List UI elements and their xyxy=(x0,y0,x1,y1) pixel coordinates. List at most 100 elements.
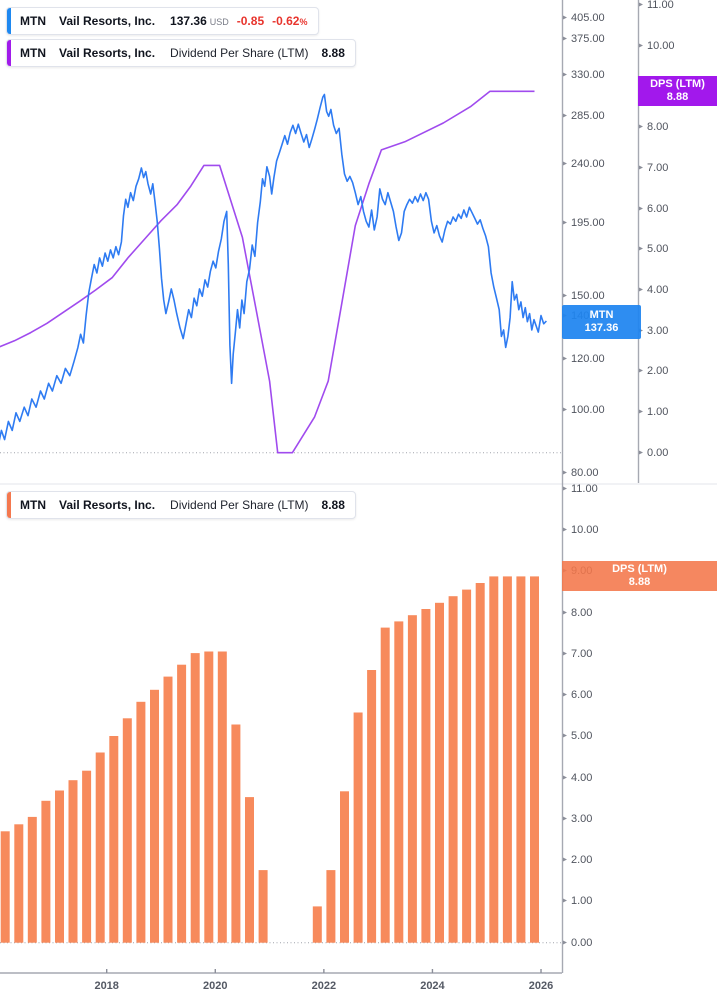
dps-badge-label: DPS (LTM) xyxy=(638,78,717,91)
price-tick-mark xyxy=(563,73,567,77)
dps-overlay-accent xyxy=(7,40,11,66)
price-tick-label: 195.00 xyxy=(571,217,605,229)
dps-tick-label: 11.00 xyxy=(647,0,674,11)
ticker-symbol: MTN xyxy=(20,46,46,60)
price-tick-mark xyxy=(563,220,567,224)
dps-tick-label: 5.00 xyxy=(571,730,592,742)
price-tick-mark xyxy=(563,356,567,360)
dps-tick-label: 10.00 xyxy=(647,40,675,52)
price-pane[interactable] xyxy=(0,0,562,483)
dps-tick-label: 8.00 xyxy=(571,607,592,619)
dps-badge-value: 8.88 xyxy=(562,576,717,589)
currency-label: USD xyxy=(210,17,229,27)
dps-tick-mark xyxy=(639,450,643,454)
legend-dps-bars[interactable]: MTN Vail Resorts, Inc. Dividend Per Shar… xyxy=(6,491,356,519)
dps-tick-mark xyxy=(639,247,643,251)
dps-tick-mark xyxy=(563,858,567,862)
metric-value: 8.88 xyxy=(322,498,345,512)
ticker-symbol: MTN xyxy=(20,14,46,28)
price-tick-mark xyxy=(563,294,567,298)
last-price: 137.36 xyxy=(170,14,207,28)
price-tick-label: 375.00 xyxy=(571,33,605,45)
metric-value: 8.88 xyxy=(322,46,345,60)
price-tick-label: 150.00 xyxy=(571,290,605,302)
dps-tick-mark xyxy=(639,165,643,169)
dps-badge-value: 8.88 xyxy=(638,91,717,104)
dps-tick-label: 7.00 xyxy=(571,648,592,660)
year-axis-label: 2020 xyxy=(203,980,227,992)
dps-tick-label: 1.00 xyxy=(647,406,668,418)
price-tick-label: 285.00 xyxy=(571,110,605,122)
dps-tick-label: 11.00 xyxy=(571,483,598,495)
dps-tick-mark xyxy=(563,693,567,697)
company-name: Vail Resorts, Inc. xyxy=(59,498,155,512)
dps-tick-mark xyxy=(639,43,643,47)
dps-tick-label: 7.00 xyxy=(647,162,668,174)
dps-tick-mark xyxy=(639,369,643,373)
price-badge-ticker: MTN xyxy=(562,309,641,322)
year-axis-label: 2022 xyxy=(312,980,336,992)
company-name: Vail Resorts, Inc. xyxy=(59,14,155,28)
price-tick-label: 405.00 xyxy=(571,12,605,24)
legend-price-series[interactable]: MTN Vail Resorts, Inc. 137.36 USD -0.85 … xyxy=(6,7,319,35)
price-badge-value: 137.36 xyxy=(562,322,641,335)
dps-tick-label: 3.00 xyxy=(571,813,592,825)
dps-tick-mark xyxy=(563,940,567,944)
dps-tick-mark xyxy=(639,3,643,7)
percent-symbol: % xyxy=(299,17,307,27)
ticker-symbol: MTN xyxy=(20,498,46,512)
dps-axis-badge-bottom: DPS (LTM) 8.88 xyxy=(562,561,717,591)
price-tick-label: 80.00 xyxy=(571,467,599,479)
dps-tick-mark xyxy=(563,899,567,903)
dps-tick-label: 10.00 xyxy=(571,524,599,536)
dps-axis-badge-top: DPS (LTM) 8.88 xyxy=(638,76,717,106)
company-name: Vail Resorts, Inc. xyxy=(59,46,155,60)
dps-tick-label: 6.00 xyxy=(647,203,668,215)
price-tick-mark xyxy=(563,15,567,19)
year-axis-label: 2018 xyxy=(94,980,118,992)
dps-tick-mark xyxy=(563,610,567,614)
dps-tick-mark xyxy=(563,486,567,490)
price-tick-label: 330.00 xyxy=(571,69,605,81)
metric-label: Dividend Per Share (LTM) xyxy=(170,46,309,60)
dps-tick-mark xyxy=(563,816,567,820)
dps-tick-label: 0.00 xyxy=(647,447,668,459)
dividend-pane[interactable] xyxy=(0,486,562,973)
legend-dps-overlay[interactable]: MTN Vail Resorts, Inc. Dividend Per Shar… xyxy=(6,39,356,67)
price-tick-mark xyxy=(563,470,567,474)
dps-tick-mark xyxy=(563,528,567,532)
dps-tick-mark xyxy=(639,287,643,291)
year-axis-label: 2024 xyxy=(420,980,444,992)
dps-badge-label: DPS (LTM) xyxy=(562,563,717,576)
dps-tick-label: 1.00 xyxy=(571,895,592,907)
dps-tick-label: 4.00 xyxy=(647,284,668,296)
dps-tick-mark xyxy=(639,206,643,210)
dps-tick-label: 3.00 xyxy=(647,325,668,337)
price-tick-label: 100.00 xyxy=(571,404,605,416)
price-tick-mark xyxy=(563,408,567,412)
dps-tick-label: 2.00 xyxy=(571,854,592,866)
price-change-percent: -0.62 xyxy=(272,14,299,28)
dps-tick-label: 5.00 xyxy=(647,243,668,255)
dps-bars-accent xyxy=(7,492,11,518)
dps-tick-mark xyxy=(563,734,567,738)
dps-tick-label: 2.00 xyxy=(647,365,668,377)
price-series-accent xyxy=(7,8,11,34)
price-tick-label: 240.00 xyxy=(571,158,605,170)
dps-tick-label: 4.00 xyxy=(571,772,592,784)
dps-tick-label: 8.00 xyxy=(647,121,668,133)
year-axis-label: 2026 xyxy=(529,980,553,992)
dps-tick-mark xyxy=(563,651,567,655)
price-tick-label: 120.00 xyxy=(571,353,605,365)
price-axis-badge: MTN 137.36 xyxy=(562,305,641,339)
price-change: -0.85 xyxy=(237,14,264,28)
dps-tick-label: 0.00 xyxy=(571,937,592,949)
dps-tick-mark xyxy=(639,410,643,414)
price-tick-mark xyxy=(563,114,567,118)
chart-window: 405.00 375.00 330.00 285.00 240.00 195.00 150.… xyxy=(0,0,717,1005)
dps-tick-mark xyxy=(639,125,643,129)
dps-tick-label: 6.00 xyxy=(571,689,592,701)
price-tick-mark xyxy=(563,162,567,166)
metric-label: Dividend Per Share (LTM) xyxy=(170,498,309,512)
dps-tick-mark xyxy=(563,775,567,779)
